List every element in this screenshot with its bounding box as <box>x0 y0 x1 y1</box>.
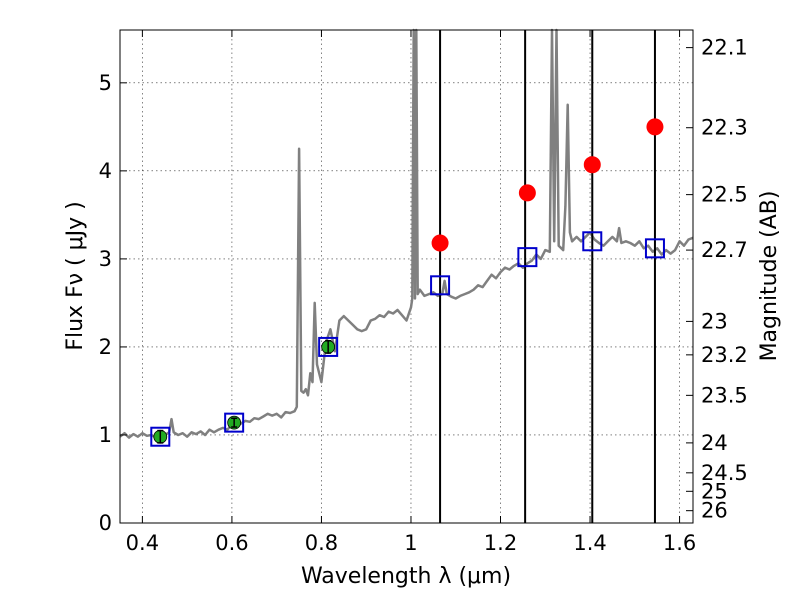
y2-tick-label-2: 22.5 <box>701 183 748 207</box>
y2-tick-label-0: 22.1 <box>701 36 748 60</box>
grid <box>120 30 693 524</box>
y-tick-label-4: 4 <box>99 159 112 183</box>
predicted-point-2 <box>583 156 601 174</box>
y2-tick-label-9: 25 <box>701 479 728 503</box>
model-square-4 <box>517 247 538 268</box>
y2-tick-label-6: 23.5 <box>701 383 748 407</box>
y-tick-label-3: 3 <box>99 247 112 271</box>
y2-tick-label-3: 22.7 <box>701 238 748 262</box>
y2-tick-label-7: 24 <box>701 431 728 455</box>
model-square-5 <box>582 231 603 252</box>
x-tick-label-4: 1.2 <box>484 531 517 555</box>
x-tick-label-1: 0.6 <box>215 531 248 555</box>
model-square-3 <box>430 275 451 296</box>
y2-tick-label-1: 22.3 <box>701 116 748 140</box>
plot-frame <box>119 29 694 524</box>
y-tick-label-2: 2 <box>99 335 112 359</box>
markers <box>150 118 665 447</box>
x-axis-label: Wavelength λ (μm) <box>301 564 511 589</box>
predicted-point-0 <box>431 234 449 252</box>
model-square-2 <box>318 336 339 357</box>
predicted-point-3 <box>646 118 664 136</box>
y2-axis-label: Magnitude (AB) <box>757 191 782 362</box>
y-tick-label-5: 5 <box>99 71 112 95</box>
x-tick-label-5: 1.4 <box>573 531 606 555</box>
x-tick-label-0: 0.4 <box>126 531 159 555</box>
y2-tick-label-10: 26 <box>701 499 728 523</box>
y2-tick-label-5: 23.2 <box>701 343 748 367</box>
y-axis-label: Flux Fν ( μJy ) <box>63 201 88 350</box>
model-square-1 <box>224 412 245 433</box>
x-tick-label-2: 0.8 <box>305 531 338 555</box>
x-tick-label-3: 1 <box>404 531 417 555</box>
y-tick-label-1: 1 <box>99 423 112 447</box>
model-square-6 <box>644 238 665 259</box>
predicted-point-1 <box>518 184 536 202</box>
x-tick-label-6: 1.6 <box>663 531 696 555</box>
y-tick-label-0: 0 <box>99 511 112 535</box>
y2-tick-label-4: 23 <box>701 309 728 333</box>
y2-tick-label-8: 24.5 <box>701 461 748 485</box>
ticks: 0.4 0.6 0.8 1 1.2 1.4 1.601234522.122.322.522.… <box>99 30 748 555</box>
model-square-0 <box>150 426 171 447</box>
